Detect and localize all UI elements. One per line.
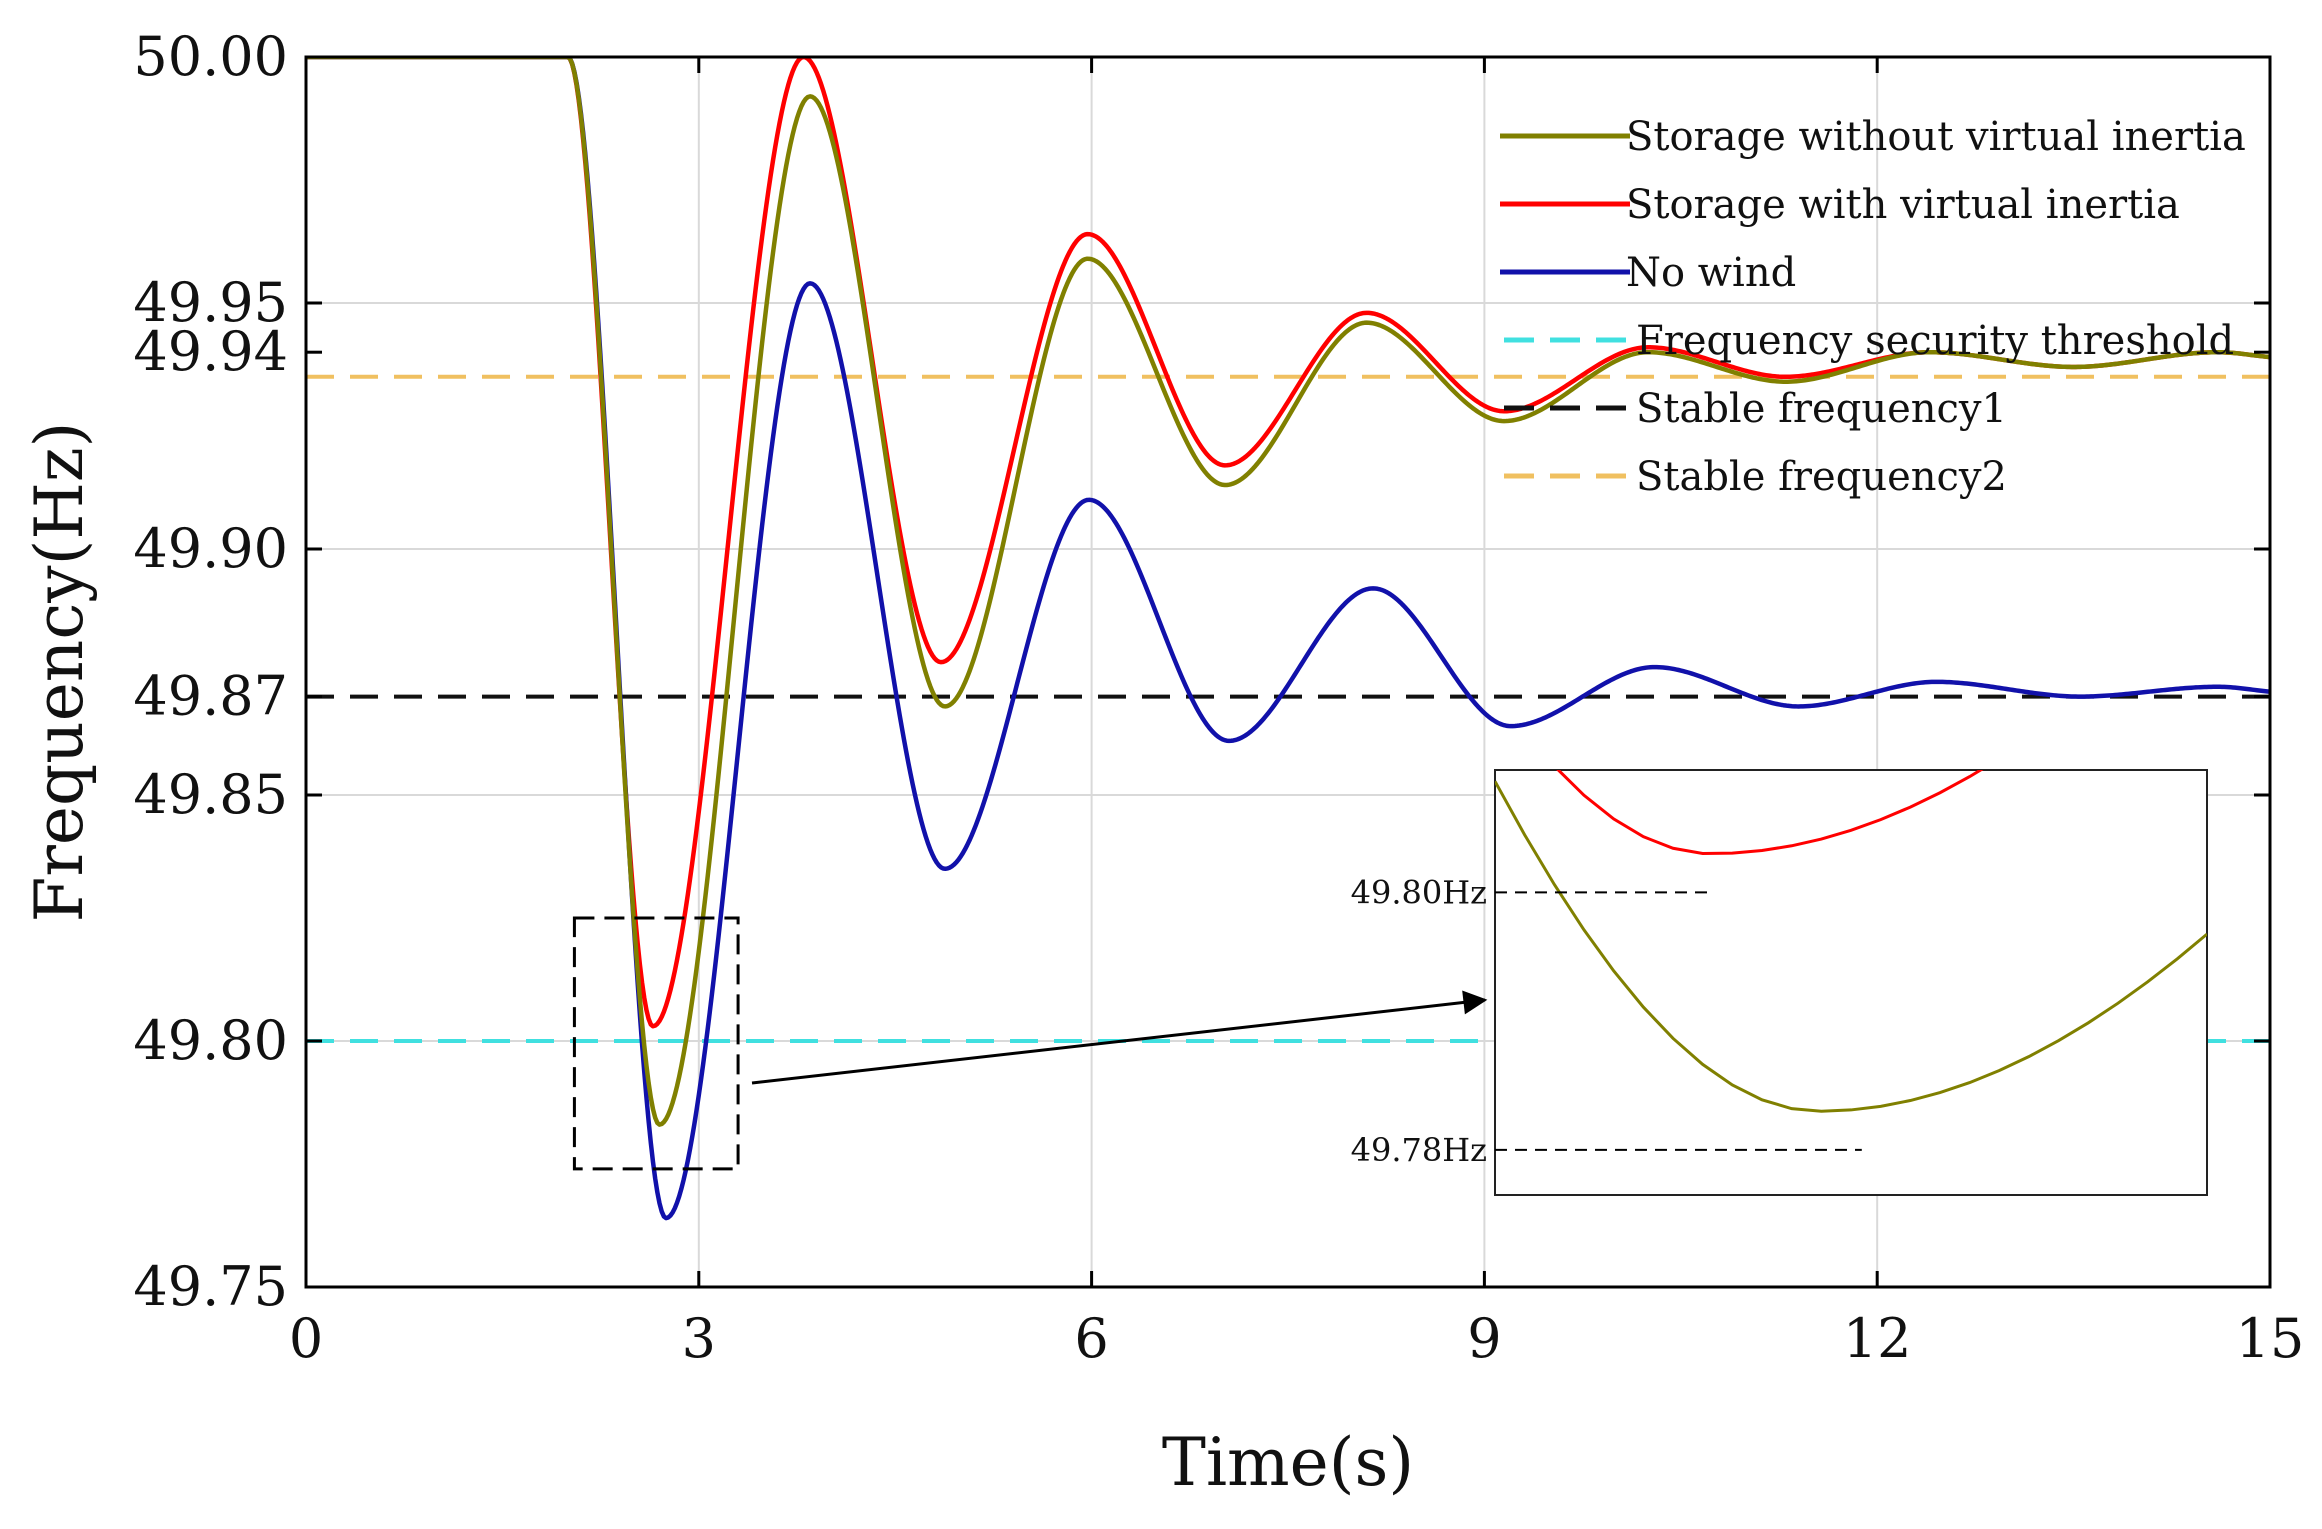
x-tick-label: 9 (1467, 1307, 1501, 1370)
zoom-box (572, 916, 740, 1171)
legend-label: Frequency security threshold (1636, 318, 2234, 364)
y-tick-label: 49.85 (133, 763, 288, 826)
inset-label: 49.78Hz (1351, 1131, 1487, 1169)
x-tick-label: 15 (2236, 1307, 2305, 1370)
y-tick-label: 49.87 (133, 665, 288, 728)
y-tick-label: 49.75 (133, 1255, 288, 1318)
x-tick-label: 3 (682, 1307, 716, 1370)
y-tick-label: 49.95 (133, 271, 288, 334)
x-tick-label: 12 (1843, 1307, 1912, 1370)
series-line (306, 57, 2270, 1127)
y-tick-label: 49.90 (133, 517, 288, 580)
inset-zoom: 49.80Hz 49.78Hz (1351, 769, 2208, 1196)
tick-marks (304, 55, 2272, 1289)
y-axis-title: Frequency(Hz) (21, 422, 98, 923)
x-tick-label: 0 (289, 1307, 323, 1370)
series-group (306, 57, 2270, 1221)
y-tick-label: 49.94 (133, 320, 288, 383)
plot-frame (304, 55, 2272, 1289)
legend-label: Stable frequency2 (1636, 454, 2007, 500)
inset-series-group (1495, 770, 2207, 1113)
legend-label: Storage without virtual inertia (1626, 114, 2246, 160)
legend-label: Stable frequency1 (1636, 386, 2007, 432)
x-tick-label: 6 (1074, 1307, 1108, 1370)
x-axis-title: Time(s) (1162, 1424, 1414, 1501)
y-tick-label: 49.80 (133, 1009, 288, 1072)
inset-series-line (1556, 770, 1984, 855)
inset-label: 49.80Hz (1351, 873, 1487, 911)
inset-frame (1494, 769, 2208, 1196)
zoom-arrow (751, 990, 1488, 1085)
x-tick-labels: 0 3 6 9 12 15 (289, 1307, 2305, 1370)
legend-label: Storage with virtual inertia (1626, 182, 2180, 228)
legend-label: No wind (1626, 250, 1796, 296)
inset-annotations: 49.80Hz 49.78Hz (1351, 873, 1862, 1169)
inset-series-line (1495, 780, 2207, 1113)
legend: Storage without virtual inertia Storage w… (1500, 114, 2246, 500)
zoom-region (572, 916, 740, 1171)
y-tick-label: 50.00 (133, 25, 288, 88)
